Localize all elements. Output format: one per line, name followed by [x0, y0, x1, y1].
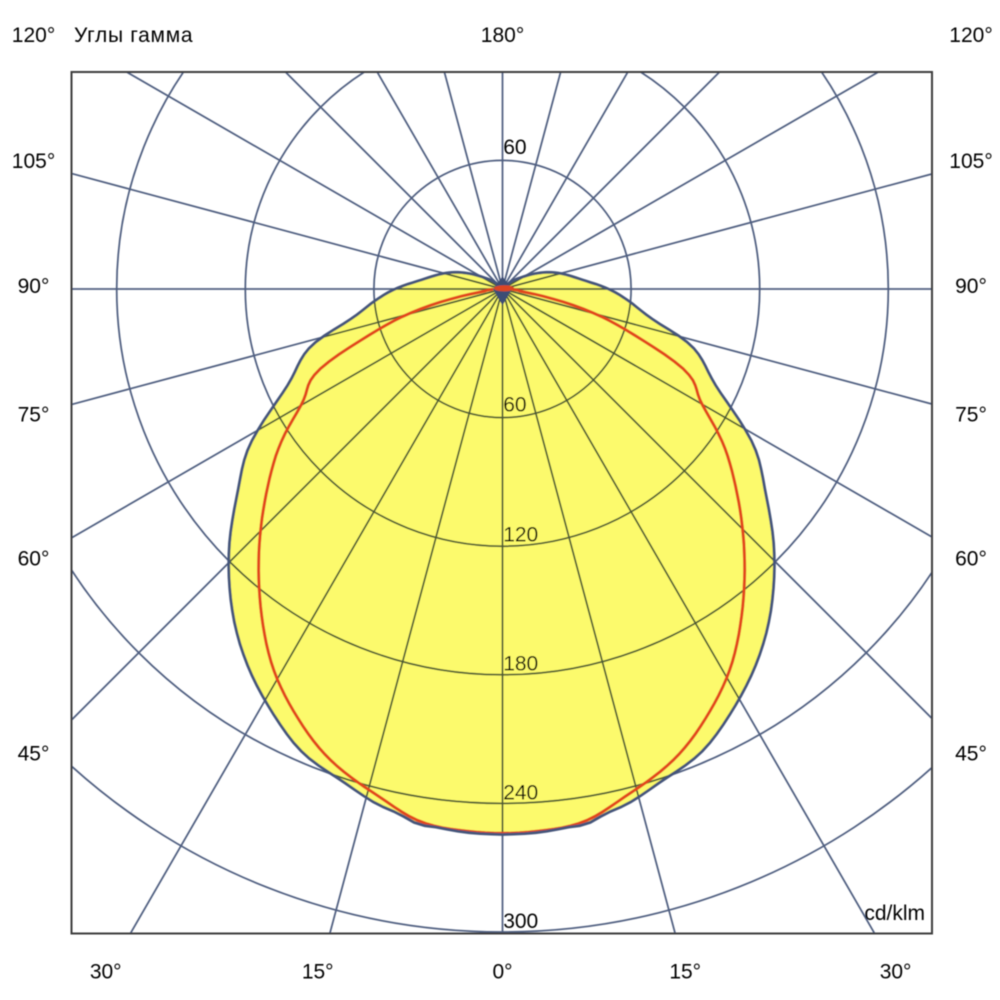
svg-text:90°: 90° [18, 275, 50, 298]
svg-text:Углы гамма: Углы гамма [74, 24, 193, 47]
svg-text:0°: 0° [492, 961, 512, 984]
svg-text:105°: 105° [949, 150, 992, 173]
svg-text:cd/klm: cd/klm [864, 902, 925, 925]
svg-text:300: 300 [503, 910, 538, 933]
svg-text:60°: 60° [18, 548, 50, 571]
svg-text:60°: 60° [955, 548, 987, 571]
svg-text:240: 240 [503, 782, 538, 805]
svg-text:15°: 15° [302, 961, 334, 984]
svg-text:75°: 75° [18, 404, 50, 427]
svg-text:30°: 30° [880, 961, 912, 984]
svg-text:105°: 105° [12, 150, 55, 173]
svg-text:45°: 45° [18, 743, 50, 766]
svg-text:90°: 90° [955, 275, 987, 298]
svg-text:60: 60 [503, 393, 526, 416]
svg-text:45°: 45° [955, 743, 987, 766]
svg-text:180: 180 [503, 653, 538, 676]
svg-text:180°: 180° [481, 24, 524, 47]
svg-text:120°: 120° [949, 24, 992, 47]
svg-text:120: 120 [503, 524, 538, 547]
svg-text:120°: 120° [12, 24, 55, 47]
svg-text:60: 60 [503, 136, 526, 159]
svg-text:15°: 15° [669, 961, 701, 984]
svg-text:30°: 30° [90, 961, 122, 984]
svg-text:75°: 75° [955, 404, 987, 427]
